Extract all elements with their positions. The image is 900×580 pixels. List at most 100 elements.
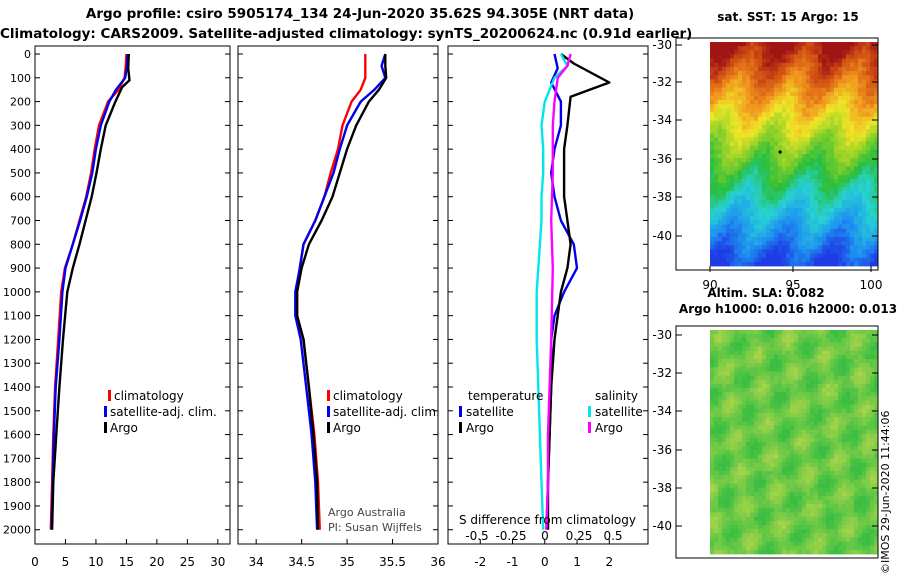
depth-tick-label: 1300	[3, 357, 31, 370]
sst-lat-label: -32	[652, 75, 672, 89]
depth-tick-label: 1600	[3, 429, 31, 442]
salinity-x-tick-label: 35	[339, 555, 354, 569]
legend-swatch-temp-satellite	[459, 406, 462, 417]
difference-xlabel: S difference from climatology	[459, 513, 636, 527]
salinity-x-tick-label: 34	[249, 555, 264, 569]
legend-swatch-sal-satellite	[588, 406, 591, 417]
sla-map-subtitle: Argo h1000: 0.016 h2000: 0.013	[678, 302, 898, 316]
depth-tick-label: 1500	[3, 405, 31, 418]
temperature-x-tick-label: 0	[31, 555, 39, 569]
lon-label: 100	[860, 278, 883, 292]
depth-tick-label: 1400	[3, 381, 31, 394]
legend-swatch-climatology	[108, 390, 111, 401]
sla-lat-label: -38	[652, 481, 672, 495]
argo-position-marker	[778, 150, 782, 154]
x-axes: 0 5 10 15 20 25 30 34 34.5 35 35.5 36 -2 -1 0 1 2 -0.5 -0.…	[31, 529, 622, 569]
salinity-diff-tick-label: 0.5	[603, 529, 622, 543]
temperature-panel-frame	[34, 45, 231, 545]
sst-lat-label: -34	[652, 113, 672, 127]
salinity-series-argo	[295, 54, 388, 530]
sst-map-cells	[710, 42, 879, 267]
difference-x-tick-label: 1	[573, 555, 581, 569]
legend-label-climatology: climatology	[114, 389, 184, 403]
difference-series-salinity-satellite	[535, 53, 569, 530]
depth-tick-label: 1900	[3, 500, 31, 513]
temperature-legend: climatology satellite-adj. clim. Argo	[104, 389, 217, 435]
lon-label: 90	[702, 278, 717, 292]
difference-series-salinity-argo	[545, 53, 572, 530]
salinity-series	[294, 53, 388, 530]
depth-tick-label: 900	[10, 262, 31, 275]
sst-map-frame	[675, 37, 879, 271]
temperature-x-tick-label: 10	[88, 555, 103, 569]
salinity-diff-tick-label: 0.25	[566, 529, 593, 543]
temperature-series-satellite-adj-clim-	[50, 53, 129, 530]
annotation-pi: PI: Susan Wijffels	[328, 521, 422, 534]
legend-heading-temperature: temperature	[468, 389, 543, 403]
sst-lat-label: -40	[652, 229, 672, 243]
salinity-diff-tick-label: 0	[541, 529, 549, 543]
salinity-diff-tick-label: -0.5	[465, 529, 488, 543]
sst-map-title: sat. SST: 15 Argo: 15	[717, 10, 859, 24]
sla-map-frame	[675, 325, 879, 559]
temperature-x-tick-label: 30	[210, 555, 225, 569]
sla-map-cells	[710, 330, 879, 555]
depth-tick-label: 100	[10, 72, 31, 85]
difference-x-tick-label: -1	[507, 555, 519, 569]
temperature-x-tick-label: 15	[119, 555, 134, 569]
depth-axis: 0 100 200 300 400 500 600 700 800 900 1000 1100 1200…	[3, 48, 648, 537]
depth-tick-label: 600	[10, 191, 31, 204]
salinity-legend: climatology satellite-adj. clim. Argo Ar…	[327, 389, 440, 534]
legend-swatch-argo	[104, 422, 107, 433]
legend-swatch-climatology-s	[327, 390, 330, 401]
plot-title-line-1: Argo profile: csiro 5905174_134 24-Jun-2…	[85, 6, 635, 22]
difference-panel-frame	[447, 45, 649, 545]
legend-swatch-satellite	[104, 406, 107, 417]
legend-swatch-argo-s	[327, 422, 330, 433]
plot-title-line-2: Climatology: CARS2009. Satellite-adjuste…	[0, 26, 693, 42]
temperature-x-tick-label: 20	[149, 555, 164, 569]
difference-x-tick-label: 2	[605, 555, 613, 569]
legend-heading-salinity: salinity	[595, 389, 638, 403]
sst-lat-label: -38	[652, 190, 672, 204]
depth-tick-label: 200	[10, 96, 31, 109]
sla-lat-label: -32	[652, 366, 672, 380]
depth-tick-label: 1100	[3, 310, 31, 323]
depth-tick-label: 1800	[3, 476, 31, 489]
legend-swatch-sal-argo	[588, 422, 591, 433]
depth-tick-label: 1000	[3, 286, 31, 299]
difference-legend: temperature salinity satellite Argo sate…	[459, 389, 643, 527]
legend-label-climatology-s: climatology	[333, 389, 403, 403]
legend-swatch-satellite-s	[327, 406, 330, 417]
sla-map: -30 -32 -34 -36 -38 -40	[652, 325, 879, 559]
sla-lat-label: -36	[652, 443, 672, 457]
depth-tick-label: 300	[10, 119, 31, 132]
salinity-series-satellite-adj-clim-	[294, 53, 387, 530]
legend-swatch-temp-argo	[459, 422, 462, 433]
depth-tick-label: 1700	[3, 452, 31, 465]
legend-label-temp-argo: Argo	[466, 421, 494, 435]
salinity-panel-frame	[237, 45, 439, 545]
depth-tick-label: 1200	[3, 333, 31, 346]
sst-lat-label: -36	[652, 152, 672, 166]
sla-lat-label: -40	[652, 519, 672, 533]
temperature-series	[49, 53, 131, 530]
legend-label-argo-s: Argo	[333, 421, 361, 435]
depth-tick-label: 400	[10, 143, 31, 156]
legend-label-sal-satellite: satellite	[595, 405, 643, 419]
legend-label-argo: Argo	[110, 421, 138, 435]
depth-tick-label: 0	[24, 48, 31, 61]
salinity-x-tick-label: 34.5	[288, 555, 315, 569]
temperature-x-tick-label: 25	[180, 555, 195, 569]
salinity-diff-tick-label: -0.25	[495, 529, 526, 543]
lon-label: 95	[785, 278, 800, 292]
temperature-series-argo	[50, 53, 131, 530]
temperature-x-tick-label: 5	[62, 555, 70, 569]
legend-label-satellite-s: satellite-adj. clim.	[333, 405, 440, 419]
sla-lat-label: -30	[652, 328, 672, 342]
legend-label-temp-satellite: satellite	[466, 405, 514, 419]
sla-map-title: Altim. SLA: 0.082	[707, 286, 825, 300]
depth-tick-label: 500	[10, 167, 31, 180]
difference-series-temperature-argo	[546, 53, 611, 530]
annotation-argo-australia: Argo Australia	[328, 506, 406, 519]
